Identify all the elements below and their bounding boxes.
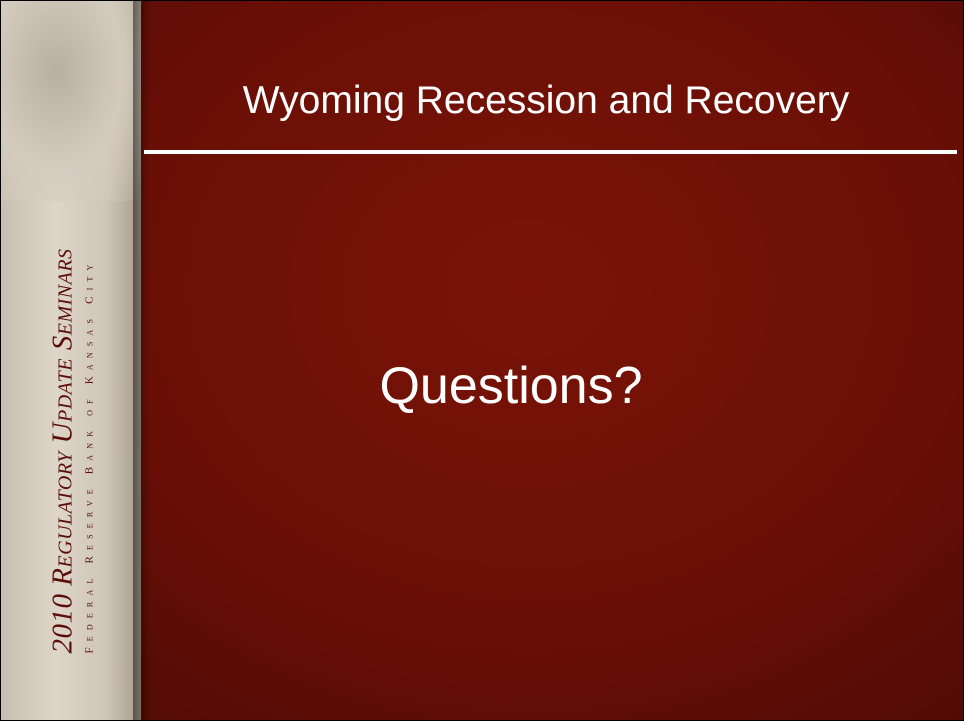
slide-title: Wyoming Recession and Recovery (242, 79, 850, 122)
sidebar-shadow (133, 1, 151, 720)
sidebar-title: 2010 Regulatory Update Seminars (46, 248, 79, 654)
emblem (1, 1, 141, 201)
slide-body: Questions? (379, 357, 643, 415)
sidebar-subtitle: Federal Reserve Bank of Kansas City (83, 258, 96, 654)
sidebar: 2010 Regulatory Update Seminars Federal … (1, 1, 141, 720)
title-rule (144, 150, 957, 154)
